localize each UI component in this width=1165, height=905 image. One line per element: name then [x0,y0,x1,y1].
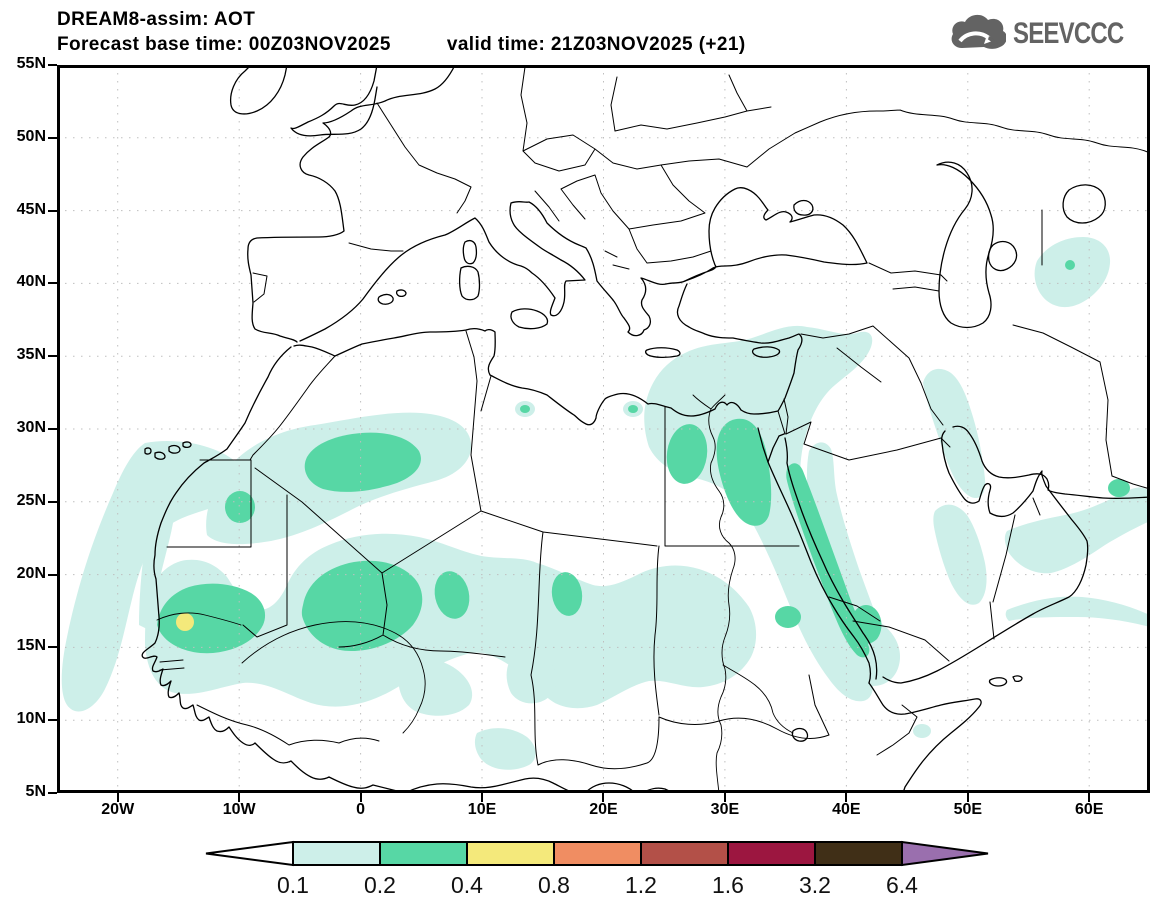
lat-tick [48,209,57,212]
lat-tick [48,719,57,722]
colorbar-bin [640,841,729,866]
colorbar-under-arrow [205,840,294,867]
colorbar-tick-label: 0.1 [277,872,309,898]
lat-tick [48,500,57,503]
base-time-text: Forecast base time: 00Z03NOV2025 [57,34,391,55]
lat-tick [48,792,57,794]
colorbar-tick-label: 3.2 [799,872,831,898]
product-title: DREAM8-assim: AOT [57,9,256,30]
lat-tick [48,573,57,576]
lat-tick [48,355,57,358]
colorbar: 0.1 0.2 0.4 0.8 1.2 1.6 3.2 6.4 [200,836,992,905]
lat-tick [48,64,57,66]
lat-tick-label: 50N [16,127,46,145]
colorbar-tick-label: 6.4 [886,872,918,898]
colorbar-bin [466,841,555,866]
lon-tick-label: 10W [222,801,256,818]
graticule [57,65,1150,793]
colorbar-bin [292,841,381,866]
lon-tick-label: 50E [953,801,983,818]
lon-tick [359,793,362,802]
lat-tick-label: 30N [16,419,46,436]
lat-tick-label: 55N [16,55,46,72]
lat-tick-label: 40N [16,273,46,291]
lat-tick [48,136,57,139]
lat-tick-label: 25N [16,491,46,509]
logo-text: SEEVCCC [1012,17,1124,50]
colorbar-over-arrow [901,840,989,867]
lon-tick [1088,793,1091,802]
lat-tick [48,282,57,285]
lat-tick-label: 20N [16,564,46,582]
lat-tick [48,646,57,649]
colorbar-tick-label: 1.6 [712,872,744,898]
map-panel [57,65,1150,793]
colorbar-bin [553,841,642,866]
lon-tick-label: 20E [589,801,618,818]
lat-tick-label: 35N [16,346,46,364]
coastlines [141,65,1150,793]
map-frame [57,65,1150,793]
rivers [156,394,794,793]
lon-tick [116,793,119,802]
lon-tick-label: 30E [710,801,740,818]
lat-tick-label: 45N [16,200,46,218]
lon-tick [238,793,241,802]
lat-tick [48,428,57,430]
colorbar-tick-label: 1.2 [625,872,657,898]
lat-tick-label: 10N [16,710,46,728]
lat-tick-label: 5N [25,783,46,800]
lon-tick-label: 40E [832,801,861,818]
colorbar-bin [379,841,468,866]
colorbar-canvas: 0.1 0.2 0.4 0.8 1.2 1.6 3.2 6.4 [205,840,989,898]
lat-tick-label: 15N [16,637,46,655]
lon-tick-label: 60E [1075,801,1104,818]
lon-tick [723,793,726,802]
lon-tick [966,793,969,802]
cloud-arrow-icon [951,15,1006,49]
colorbar-tick-label: 0.4 [451,872,483,898]
lon-tick [845,793,848,802]
colorbar-bin [727,841,816,866]
lon-tick-label: 10E [467,801,497,818]
lon-tick-label: 20W [101,801,135,818]
title-block: DREAM8-assim: AOT Forecast base time: 00… [57,7,746,57]
colorbar-tick-label: 0.2 [364,872,396,898]
aot-fill-layer [61,237,1150,770]
valid-time-text: valid time: 21Z03NOV2025 (+21) [446,34,746,55]
map-canvas [57,65,1150,793]
seevccc-logo: SEEVCCC [948,14,1151,54]
time-line: Forecast base time: 00Z03NOV2025 valid ti… [57,32,746,57]
colorbar-bin [814,841,903,866]
lon-tick-label: 0 [356,801,366,818]
colorbar-tick-label: 0.8 [538,872,570,898]
country-borders [159,66,1150,770]
lon-tick [481,793,484,802]
lon-tick [602,793,605,802]
